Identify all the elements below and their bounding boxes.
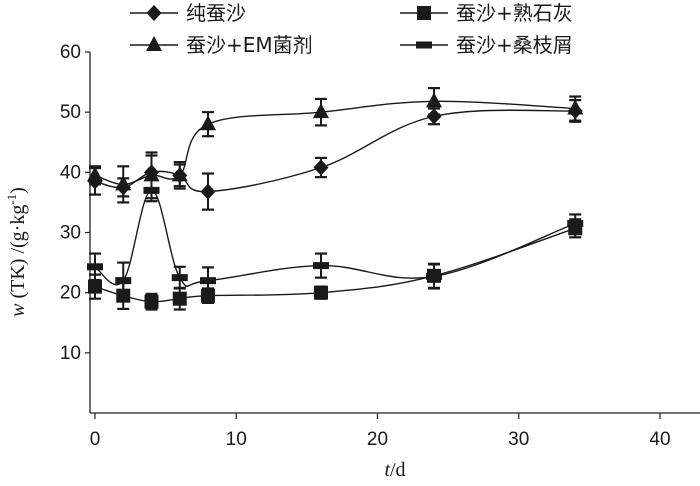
legend-label: 蚕沙+熟石灰 [456,1,573,25]
legend-item-em: 蚕沙+EM菌剂 [130,33,313,57]
data-point [426,272,442,280]
data-point [567,99,584,115]
data-point [144,294,159,309]
y-tick-label: 50 [60,102,81,123]
data-point [567,219,584,227]
legend-marker [417,6,431,20]
legend-label: 蚕沙+EM菌剂 [186,33,313,57]
data-point [313,159,329,176]
legend-marker [146,36,162,51]
data-point [115,277,132,285]
y-tick-label: 10 [60,343,81,364]
data-point [201,288,215,303]
data-point [143,166,160,182]
legend-marker [416,41,432,49]
data-point [143,186,160,194]
data-point [313,262,329,270]
data-point [171,274,188,282]
y-tick-label: 30 [60,223,81,244]
data-point [200,183,216,200]
axes: 10 20 30 40 50 60 0 10 20 30 40 [60,42,700,450]
data-point [426,92,442,108]
x-axis-title: t/d [384,459,405,481]
legend-label: 纯蚕沙 [186,1,246,25]
data-point [87,263,103,271]
series-pure [87,99,583,211]
data-point [314,285,328,300]
series-line [94,109,576,193]
data-point [171,166,188,182]
series-em [87,87,584,204]
data-point [426,108,442,125]
data-point [313,103,329,119]
legend-label: 蚕沙+桑枝屑 [456,33,573,57]
data-point [88,279,102,294]
x-tick-label: 0 [90,429,101,450]
legend-marker [146,5,162,21]
legend-item-mulberry: 蚕沙+桑枝屑 [400,33,573,57]
series-line [94,189,576,287]
series-mulberry [87,178,584,300]
data-point [200,115,216,131]
data-point [200,277,216,285]
x-tick-label: 10 [226,429,247,450]
data-point [172,291,187,306]
y-tick-label: 40 [60,162,81,183]
x-tick-label: 30 [508,429,529,450]
x-tick-label: 20 [367,429,388,450]
data-point [115,175,132,191]
y-axis-title: w (TK) /(g·kg-1) [4,187,29,317]
y-tick-label: 20 [60,283,81,304]
y-tick-label: 60 [60,42,81,63]
data-point [87,166,103,182]
legend-item-lime: 蚕沙+熟石灰 [400,1,573,25]
series-line [94,227,576,303]
legend-item-pure: 纯蚕沙 [130,1,246,25]
x-tick-label: 40 [649,429,670,450]
series-lime [88,218,583,311]
series-layer [87,87,584,311]
